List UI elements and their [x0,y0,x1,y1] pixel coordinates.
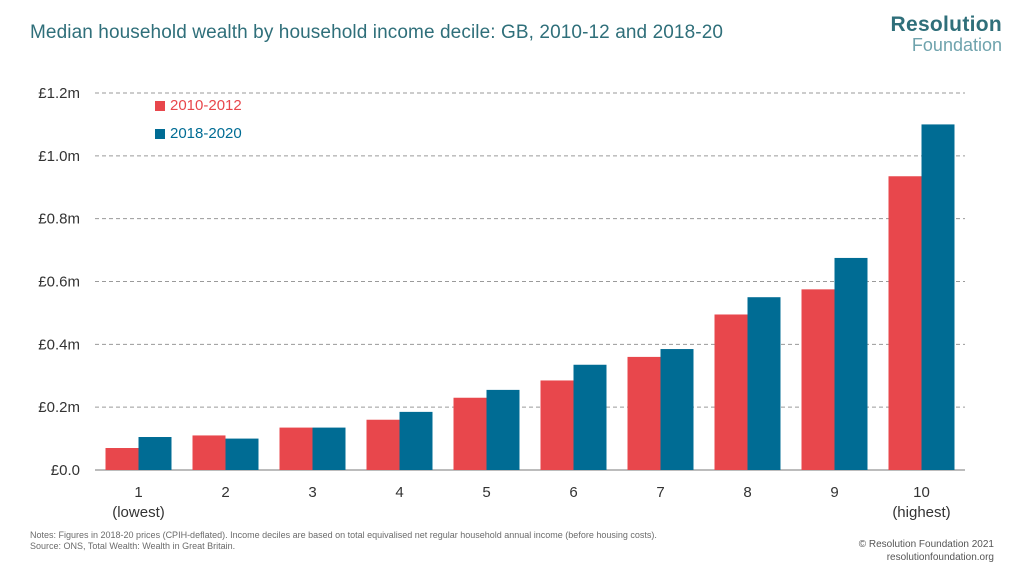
bar-2010-2012-decile-8 [714,314,748,470]
legend: 2010-2012 2018-2020 [155,97,242,142]
bar-2010-2012-decile-2 [192,435,226,470]
bar-2010-2012-decile-9 [801,289,835,470]
x-tick-label: 6 [569,484,577,501]
notes-line: Notes: Figures in 2018-20 prices (CPIH-d… [30,530,657,540]
resolution-foundation-logo: Resolution Foundation [891,14,1003,54]
y-tick-label: £0.6m [38,274,80,291]
source-line: Source: ONS, Total Wealth: Wealth in Gre… [30,541,236,551]
bar-2018-2020-decile-2 [225,438,259,470]
legend-swatch [155,101,165,111]
chart-title: Median household wealth by household inc… [30,22,724,43]
x-tick-label: 8 [743,484,751,501]
x-tick-label: 10 [913,484,930,501]
bar-2010-2012-decile-7 [627,356,661,470]
legend-label: 2018-2020 [170,125,242,142]
x-tick-label: 3 [308,484,316,501]
bar-2018-2020-decile-3 [312,427,346,470]
x-tick-label: 9 [830,484,838,501]
bar-2010-2012-decile-6 [540,380,574,470]
bar-2010-2012-decile-1 [105,448,139,470]
y-tick-label: £0.4m [38,336,80,353]
bar-2010-2012-decile-5 [453,397,487,470]
x-tick-label: 7 [656,484,664,501]
bar-2018-2020-decile-5 [486,389,520,470]
bar-2010-2012-decile-10 [888,176,922,471]
x-tick-sublabel: (highest) [892,504,950,521]
bar-2018-2020-decile-10 [921,124,955,471]
bar-chart: £0.0 £0.2m £0.4m £0.6m £0.8m £1.0m £1.2m 1 (low… [38,85,965,521]
logo-line-1: Resolution [890,13,1002,36]
y-axis-labels: £0.0 £0.2m £0.4m £0.6m £0.8m £1.0m £1.2m [38,85,80,479]
x-tick-label: 2 [221,484,229,501]
legend-swatch [155,129,165,139]
copyright-text: © Resolution Foundation 2021 [858,539,994,550]
logo-line-2: Foundation [911,35,1002,55]
y-tick-label: £1.2m [38,85,80,102]
x-tick-label: 5 [482,484,490,501]
chart-notes: Notes: Figures in 2018-20 prices (CPIH-d… [30,530,657,552]
y-tick-label: £1.0m [38,148,80,165]
website-text: resolutionfoundation.org [886,552,994,563]
x-tick-label: 1 [134,484,142,501]
bar-2018-2020-decile-7 [660,349,694,470]
x-tick-label: 4 [395,484,403,501]
y-tick-label: £0.2m [38,399,80,416]
bar-2018-2020-decile-9 [834,257,868,470]
bar-2018-2020-decile-8 [747,297,781,470]
x-axis-labels: 1 (lowest) 2 3 4 5 6 7 8 9 10 (highest) [112,484,950,521]
bar-2018-2020-decile-1 [138,437,172,470]
bar-2010-2012-decile-4 [366,419,400,470]
footer: © Resolution Foundation 2021 resolutionf… [859,538,994,564]
y-tick-label: £0.0 [51,462,80,479]
bar-2018-2020-decile-6 [573,364,607,470]
bars [105,124,955,471]
legend-label: 2010-2012 [170,97,242,114]
x-tick-sublabel: (lowest) [112,504,165,521]
bar-2018-2020-decile-4 [399,411,433,470]
y-tick-label: £0.8m [38,211,80,228]
bar-2010-2012-decile-3 [279,427,313,470]
